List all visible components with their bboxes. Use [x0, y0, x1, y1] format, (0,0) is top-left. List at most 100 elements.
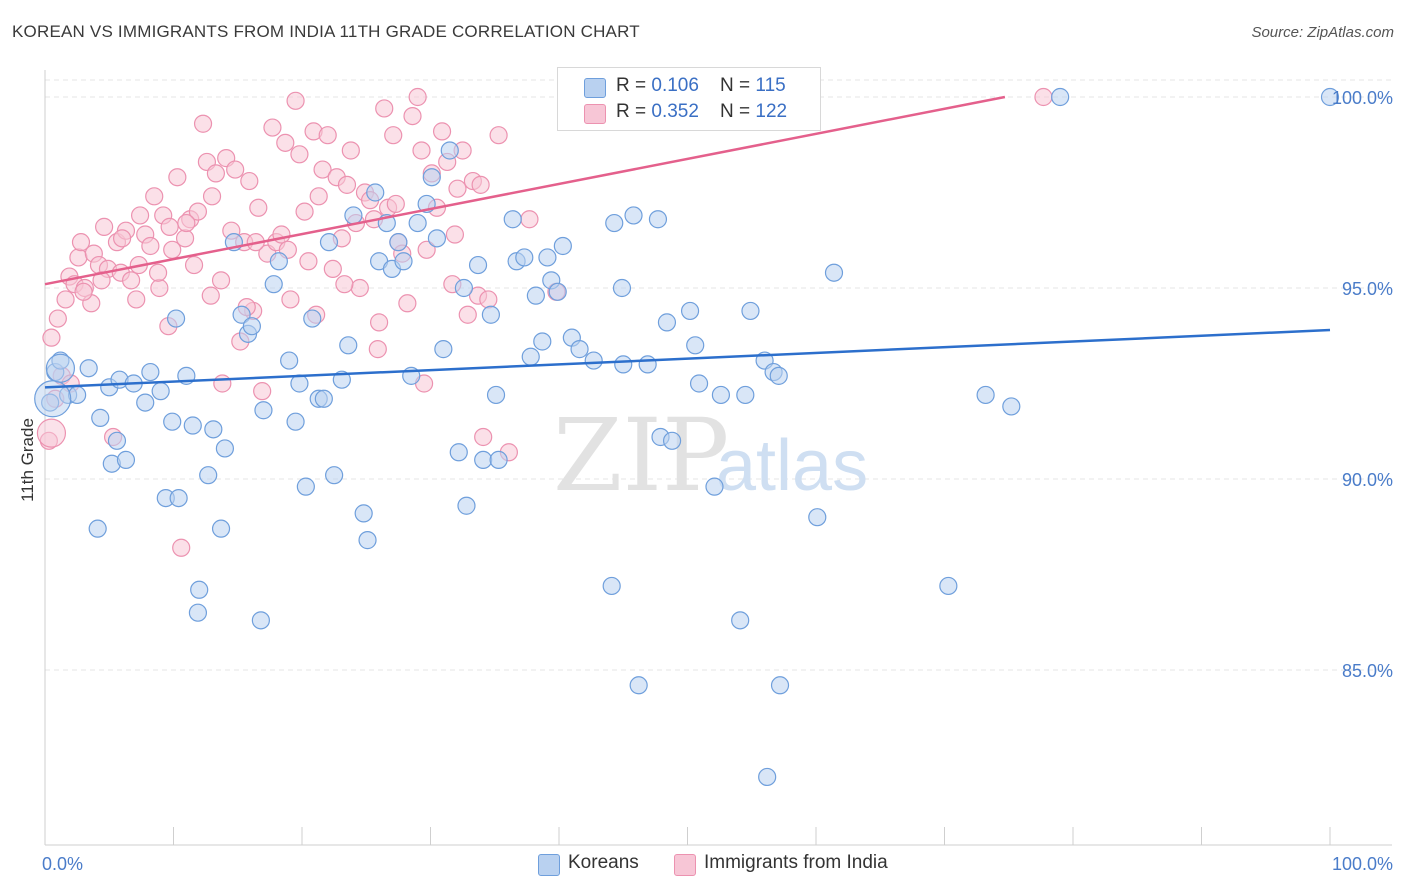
data-point [711, 385, 731, 405]
data-point [295, 202, 314, 221]
data-point [45, 353, 76, 383]
data-point [130, 206, 150, 225]
trend-line-koreans [44, 328, 1331, 389]
data-point [264, 275, 283, 294]
data-point [211, 519, 231, 538]
data-point [689, 374, 709, 393]
data-point [193, 114, 213, 133]
data-point [384, 126, 403, 145]
grid-lines [45, 79, 1392, 671]
data-point [339, 336, 358, 355]
data-point [629, 676, 648, 695]
data-point [584, 351, 603, 370]
data-point [107, 431, 127, 450]
legend-r-value: 0.106 [651, 75, 699, 96]
data-point [281, 290, 300, 309]
legend-swatch-koreans [584, 78, 606, 98]
data-point [169, 489, 188, 508]
data-point [136, 393, 155, 412]
data-point [323, 259, 342, 278]
data-point [412, 141, 431, 160]
data-point [976, 385, 995, 405]
data-point [489, 126, 508, 145]
data-point [48, 309, 67, 328]
data-point [468, 255, 488, 275]
data-point [92, 271, 111, 290]
data-point [344, 206, 363, 225]
data-point [533, 332, 552, 351]
data-point [290, 145, 309, 164]
data-point [201, 286, 220, 305]
y-tick-label: 90.0% [1342, 470, 1393, 490]
x-tick-label: 0.0% [42, 854, 83, 874]
bottom-legend-label-koreans: Koreans [568, 852, 639, 873]
data-point [213, 374, 232, 393]
data-point [457, 496, 476, 515]
data-point [741, 301, 760, 321]
data-point [705, 477, 724, 496]
data-point [121, 271, 141, 290]
legend-r-value: 0.352 [651, 101, 699, 122]
data-point [56, 290, 75, 309]
data-point [199, 466, 218, 485]
data-point [434, 340, 453, 359]
legend-n-value: 115 [755, 75, 786, 96]
watermark: ZIP atlas [553, 397, 868, 514]
data-point [168, 168, 187, 187]
data-point [1034, 87, 1053, 107]
data-point [386, 194, 405, 214]
legend-n-value: 122 [755, 101, 788, 122]
data-point [160, 217, 179, 236]
data-point [309, 187, 328, 206]
data-point [648, 210, 668, 229]
data-point [188, 603, 208, 622]
source-label: Source: ZipAtlas.com [1251, 24, 1394, 41]
data-point [408, 213, 427, 233]
data-point [454, 278, 474, 298]
y-tick-label: 100.0% [1332, 88, 1393, 108]
data-point [354, 504, 373, 523]
legend-swatch-india [584, 104, 606, 124]
data-point [71, 233, 91, 252]
data-point [303, 309, 322, 328]
data-point [151, 382, 170, 401]
data-point [141, 236, 160, 256]
bottom-legend-swatch-koreans [538, 854, 560, 876]
data-point [166, 309, 186, 328]
data-point [770, 676, 790, 695]
data-point [36, 418, 67, 448]
data-point [520, 210, 539, 229]
data-point [42, 328, 61, 347]
data-point [251, 611, 270, 630]
data-point [680, 301, 700, 321]
data-point [335, 275, 354, 294]
data-point [471, 175, 490, 194]
data-point [515, 248, 534, 267]
data-point [366, 183, 385, 202]
data-point [215, 439, 234, 458]
data-point [286, 91, 305, 110]
data-point [553, 236, 572, 256]
data-point [474, 450, 493, 469]
data-point [1320, 87, 1340, 107]
data-point [232, 305, 251, 324]
data-point [538, 248, 557, 267]
data-point [313, 160, 332, 179]
data-point [521, 347, 540, 366]
watermark-atlas: atlas [716, 426, 868, 506]
data-point [486, 385, 506, 405]
data-point [394, 252, 413, 271]
data-point [458, 305, 477, 324]
trend-line-india [44, 95, 1006, 286]
legend-r-label: R = [616, 75, 652, 96]
data-point [269, 252, 288, 271]
data-point [296, 477, 315, 496]
bottom-legend-swatch-india [674, 854, 696, 876]
legend-text-india: R = 0.352 N = 122 [616, 101, 787, 123]
legend-r-label: R = [616, 101, 652, 122]
y-tick-label: 85.0% [1342, 661, 1393, 681]
data-point [141, 362, 160, 382]
data-point [570, 340, 589, 359]
data-point [202, 187, 222, 206]
